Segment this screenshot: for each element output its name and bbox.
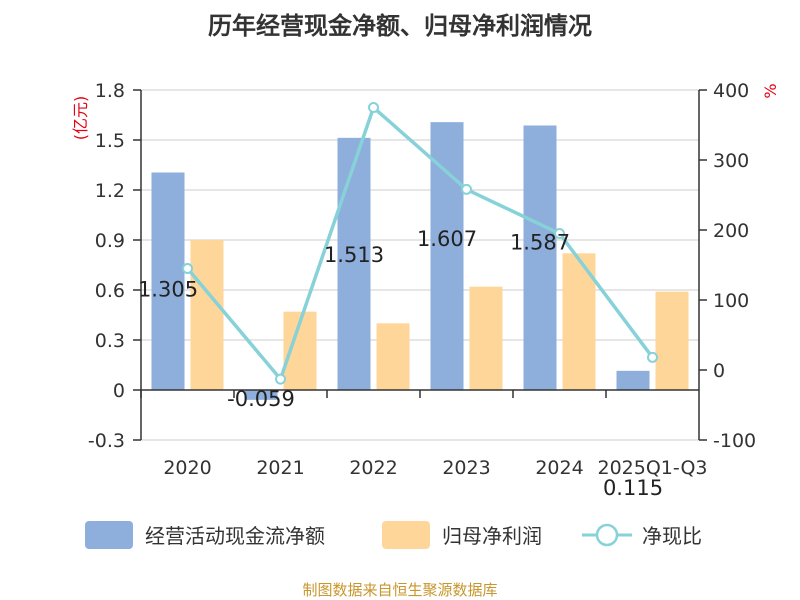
label-layer: 1.305 -0.059 1.513 1.607 1.587 0.115	[138, 227, 663, 500]
bar-net-profit	[469, 286, 503, 390]
left-tick-label: 0.3	[95, 330, 125, 352]
data-label-operating-cash-flow: 1.305	[138, 278, 198, 302]
legend-swatch-operating-cash-flow	[85, 521, 133, 549]
x-tick-label: 2024	[535, 457, 583, 479]
right-tick-label: 0	[713, 360, 725, 382]
right-tick-label: 100	[713, 290, 749, 312]
legend-swatch-net-profit	[382, 521, 430, 549]
bar-net-profit	[655, 291, 689, 390]
data-label-operating-cash-flow: 0.115	[603, 476, 663, 500]
point-cash-ratio	[647, 351, 658, 363]
left-tick-label: -0.3	[88, 430, 125, 452]
bar-operating-cash-flow	[151, 172, 185, 390]
legend-label-operating-cash-flow: 经营活动现金流净额	[145, 524, 325, 548]
line-layer	[182, 102, 658, 385]
bar-net-profit	[190, 240, 224, 390]
axis-layer: -0.3 0 0.3 0.6 0.9 1.2 1.5 1.8 -100 0 100 200 300 400…	[88, 80, 756, 479]
legend-marker-cash-ratio	[595, 523, 619, 547]
right-axis-unit: %	[761, 83, 780, 98]
chart-title: 历年经营现金净额、归母净利润情况	[208, 12, 592, 40]
point-cash-ratio	[554, 228, 565, 239]
left-tick-label: 0.9	[95, 230, 125, 252]
left-tick-label: 1.8	[95, 80, 125, 102]
x-tick-label: 2020	[163, 457, 211, 479]
right-tick-label: -100	[713, 430, 756, 452]
legend-label-cash-ratio: 净现比	[642, 524, 702, 548]
legend-label-net-profit: 归母净利润	[442, 524, 542, 548]
bar-operating-cash-flow	[616, 370, 650, 390]
right-tick-label: 200	[713, 220, 749, 242]
x-tick-label: 2025Q1-Q3	[598, 457, 708, 479]
point-cash-ratio	[275, 373, 286, 385]
bar-operating-cash-flow	[337, 137, 371, 390]
source-note: 制图数据来自恒生聚源数据库	[302, 581, 497, 599]
data-label-operating-cash-flow: -0.059	[227, 387, 295, 411]
point-cash-ratio	[368, 102, 379, 113]
left-tick-label: 0.6	[95, 280, 125, 302]
left-tick-label: 1.5	[95, 130, 125, 152]
x-tick-label: 2022	[349, 457, 397, 479]
data-label-operating-cash-flow: 1.607	[417, 227, 477, 251]
x-tick-label: 2021	[256, 457, 304, 479]
bar-operating-cash-flow	[430, 122, 464, 391]
data-label-operating-cash-flow: 1.513	[324, 243, 384, 267]
bar-net-profit	[376, 323, 410, 390]
left-axis-unit: (亿元)	[71, 96, 90, 141]
right-tick-label: 300	[713, 150, 749, 172]
data-label-operating-cash-flow: 1.587	[510, 231, 570, 255]
point-cash-ratio	[461, 183, 472, 195]
bar-layer	[151, 122, 689, 400]
legend: 经营活动现金流净额 归母净利润 净现比	[85, 521, 702, 549]
bar-operating-cash-flow	[244, 390, 278, 400]
left-tick-label: 0	[113, 380, 125, 402]
point-cash-ratio	[182, 263, 193, 274]
bar-operating-cash-flow	[523, 125, 557, 390]
right-tick-label: 400	[713, 80, 749, 102]
left-tick-label: 1.2	[95, 180, 125, 202]
x-tick-label: 2023	[442, 457, 490, 479]
grid-layer	[141, 89, 699, 441]
line-cash-ratio	[186, 104, 654, 383]
